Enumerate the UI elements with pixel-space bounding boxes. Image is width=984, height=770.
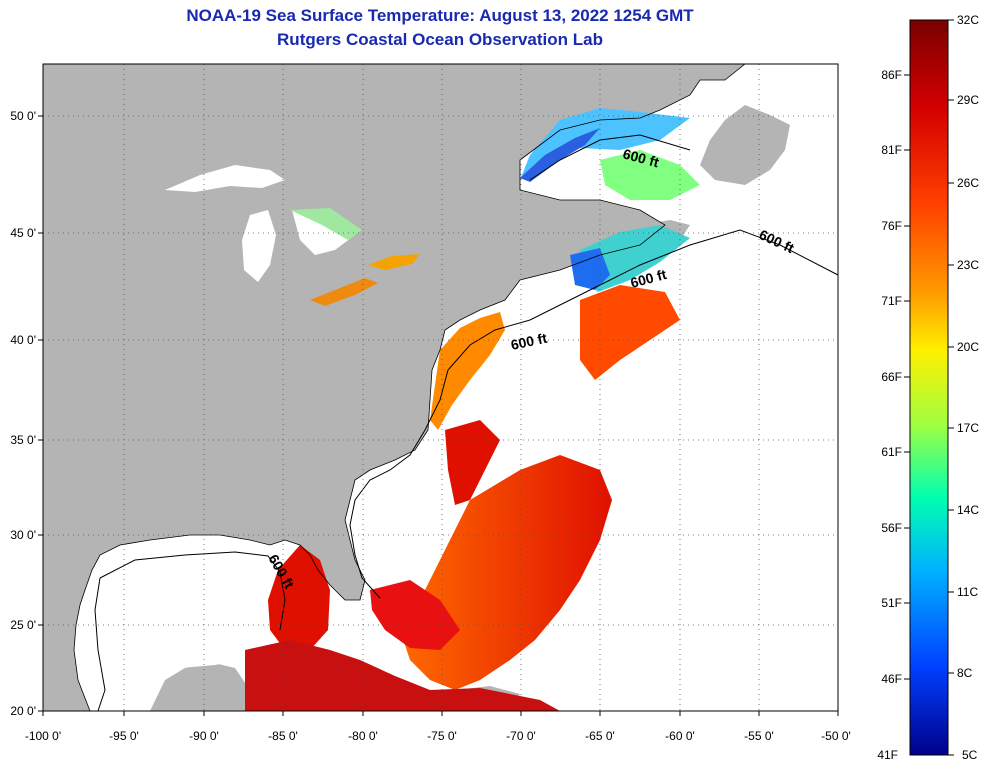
lon-label: -85 0' xyxy=(268,729,298,743)
colorbar-fahrenheit-label: 66F xyxy=(881,370,902,384)
lon-label: -75 0' xyxy=(427,729,457,743)
sst-slope-sea xyxy=(580,285,680,380)
colorbar-celsius-label: 26C xyxy=(957,176,979,190)
sst-gulf-stream-patch xyxy=(445,420,500,505)
lon-label: -65 0' xyxy=(585,729,615,743)
lat-label: 45 0' xyxy=(10,226,36,240)
colorbar-celsius-label: 29C xyxy=(957,93,979,107)
colorbar-fahrenheit-label: 56F xyxy=(881,521,902,535)
land-north-america xyxy=(43,64,745,711)
colorbar-fahrenheit-label: 51F xyxy=(881,596,902,610)
colorbar-celsius-label: 8C xyxy=(957,666,973,680)
isobath-600ft-southeast xyxy=(349,429,426,599)
isobath-600ft-gulf-west xyxy=(94,577,106,711)
lon-label: -100 0' xyxy=(25,729,61,743)
isobath-600ft-atlantic xyxy=(424,229,838,431)
lon-label: -70 0' xyxy=(506,729,536,743)
lake-superior xyxy=(165,165,285,192)
lat-label: 20 0' xyxy=(10,704,36,718)
sst-caribbean xyxy=(245,640,560,711)
sst-st-lawrence-estuary xyxy=(520,128,600,182)
lon-label: -60 0' xyxy=(665,729,695,743)
map-subtitle: Rutgers Coastal Ocean Observation Lab xyxy=(277,30,603,49)
colorbar-celsius-label: 5C xyxy=(962,748,978,762)
colorbar-celsius-label: 20C xyxy=(957,340,979,354)
land-newfoundland xyxy=(700,105,790,185)
colorbar-celsius-label: 23C xyxy=(957,258,979,272)
lat-label: 50 0' xyxy=(10,109,36,123)
colorbar-fahrenheit-label: 86F xyxy=(881,68,902,82)
lat-label: 25 0' xyxy=(10,618,36,632)
lake-michigan xyxy=(242,210,276,282)
land-yucatan xyxy=(150,662,252,711)
colorbar-fahrenheit-label: 76F xyxy=(881,219,902,233)
lon-label: -95 0' xyxy=(109,729,139,743)
colorbar-fahrenheit-label: 46F xyxy=(881,672,902,686)
coastline xyxy=(73,64,746,711)
colorbar-fahrenheit-label: 71F xyxy=(881,294,902,308)
isobath-600ft-gulf xyxy=(99,551,286,631)
sst-florida-straits xyxy=(268,545,330,650)
sst-gulf-of-st-lawrence-green xyxy=(600,150,700,200)
lake-superior-warm xyxy=(290,208,362,240)
lon-label: -50 0' xyxy=(821,729,851,743)
gulf-of-mexico xyxy=(95,548,282,700)
colorbar-fahrenheit-label: 81F xyxy=(881,143,902,157)
lon-label: -90 0' xyxy=(189,729,219,743)
lon-label: -80 0' xyxy=(348,729,378,743)
colorbar-celsius-label: 32C xyxy=(957,13,979,27)
sst-gulf-of-st-lawrence xyxy=(520,108,690,180)
colorbar-celsius-label: 11C xyxy=(957,585,978,599)
lon-label: -55 0' xyxy=(744,729,774,743)
colorbar xyxy=(909,19,949,756)
lake-erie xyxy=(310,278,378,306)
lat-label: 40 0' xyxy=(10,333,36,347)
lat-label: 30 0' xyxy=(10,528,36,542)
lake-ontario xyxy=(368,254,420,270)
lat-label: 35 0' xyxy=(10,433,36,447)
colorbar-celsius-label: 17C xyxy=(957,421,979,435)
colorbar-celsius-label: 14C xyxy=(957,503,979,517)
colorbar-fahrenheit-label: 61F xyxy=(881,445,902,459)
colorbar-fahrenheit-label: 41F xyxy=(877,748,898,762)
frame-ticks xyxy=(38,115,839,716)
colorbar-ticks xyxy=(904,19,954,756)
sst-bahamas xyxy=(370,580,460,650)
contour-label-4: 600 ft xyxy=(509,330,548,353)
sst-mid-atlantic-bight xyxy=(430,312,505,430)
map-title: NOAA-19 Sea Surface Temperature: August … xyxy=(186,6,694,25)
